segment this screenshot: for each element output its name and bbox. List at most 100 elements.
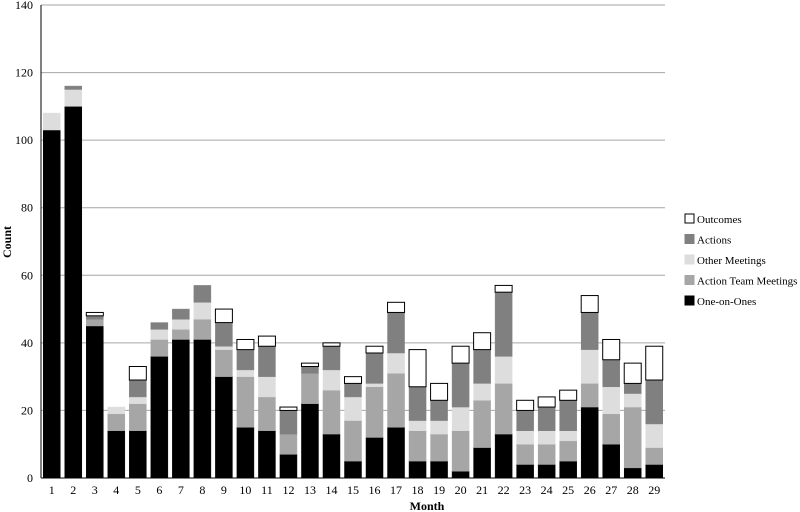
bar-segment: [236, 427, 255, 479]
bar-segment: [258, 345, 276, 377]
bar-segment: [193, 285, 212, 303]
bar-segment: [387, 427, 405, 479]
legend-swatch: [684, 295, 695, 306]
bar-segment: [623, 362, 642, 384]
bar-segment: [408, 386, 427, 421]
bar-segment: [279, 433, 298, 455]
legend-label: Actions: [697, 235, 731, 247]
bar-segment: [473, 400, 491, 448]
bar-segment: [344, 396, 362, 421]
bar-segment: [473, 447, 491, 479]
bar-segment: [473, 349, 491, 384]
y-tick-label: 0: [27, 471, 33, 485]
y-tick-label: 140: [15, 0, 33, 12]
bar-segment: [279, 454, 298, 479]
bar-segment: [408, 430, 427, 462]
bar-segment: [172, 329, 190, 340]
bar-segment: [172, 308, 190, 320]
bar-segment: [580, 295, 599, 313]
bar-segment: [107, 430, 126, 479]
bar-segment: [301, 366, 319, 374]
bar-segment: [559, 400, 577, 431]
legend: Outcomes Actions Other Meetings Action Team…: [684, 213, 797, 308]
bar-segment: [236, 369, 255, 377]
x-tick-label: 22: [498, 483, 510, 497]
bar-segment: [150, 322, 169, 330]
grid-lines: [41, 4, 665, 411]
bar-segment: [387, 312, 405, 354]
bar-segment: [258, 376, 276, 398]
bar-segment: [516, 430, 534, 445]
bar-segment: [301, 403, 319, 479]
bar-segment: [150, 356, 169, 479]
x-tick-label: 13: [304, 483, 316, 497]
legend-label: Outcomes: [697, 214, 742, 226]
x-tick-label: 27: [605, 483, 617, 497]
x-tick-label: 3: [92, 483, 98, 497]
bar-segment: [580, 406, 599, 479]
bar-segment: [451, 406, 470, 431]
bar-segment: [128, 366, 147, 381]
y-tick-label: 40: [21, 336, 33, 350]
y-tick-label: 80: [21, 201, 33, 215]
bar-segment: [602, 386, 620, 415]
bar-segment: [430, 433, 448, 462]
bar-segment: [300, 362, 319, 368]
bar-segment: [64, 89, 83, 107]
bar-segment: [193, 302, 212, 320]
legend-swatch: [684, 254, 695, 265]
bar-segment: [623, 393, 642, 408]
bar-segment: [580, 312, 599, 350]
bar-segment: [387, 352, 405, 374]
bar-segment: [516, 410, 534, 431]
bar-segment: [365, 437, 384, 479]
bar-segment: [214, 308, 233, 324]
bar-segment: [623, 383, 642, 394]
bar-segment: [430, 460, 448, 479]
bar-segment: [602, 338, 621, 361]
bar-segment: [451, 345, 470, 364]
bar-segment: [645, 464, 663, 479]
bar-segment: [645, 345, 664, 381]
y-tick-label: 120: [15, 66, 33, 80]
bar-segment: [494, 284, 513, 293]
bar-segment: [322, 345, 341, 371]
bar-segment: [193, 339, 212, 479]
bar-segment: [387, 373, 405, 428]
bar-segment: [344, 376, 362, 384]
bar-segment: [387, 301, 406, 313]
bar-segment: [602, 359, 620, 388]
bar-segment: [344, 383, 362, 398]
bar-segment: [107, 413, 126, 431]
bar-segment: [279, 410, 298, 435]
bar-segment: [365, 386, 384, 438]
bar-segment: [322, 433, 341, 479]
bar-segment: [537, 464, 556, 479]
bar-segment: [172, 318, 190, 330]
bar-segment: [344, 420, 362, 462]
bar-segment: [43, 112, 61, 131]
y-axis-title: Count: [0, 226, 14, 258]
bar-segment: [537, 406, 556, 431]
bar-segment: [129, 430, 147, 479]
x-tick-label: 1: [49, 483, 55, 497]
bar-segment: [322, 342, 341, 347]
bar-segment: [215, 349, 233, 377]
y-tick-label: 60: [21, 268, 33, 282]
bar-segment: [129, 403, 147, 431]
bars: [43, 85, 664, 479]
legend-label: One-on-Ones: [697, 296, 756, 308]
bar-segment: [85, 311, 104, 317]
x-tick-label: 24: [541, 483, 553, 497]
x-tick-label: 2: [70, 483, 76, 497]
bar-segment: [559, 440, 577, 462]
bar-segment: [430, 382, 449, 401]
bar-segment: [494, 356, 513, 384]
bar-segment: [215, 376, 233, 479]
bar-segment: [408, 349, 427, 388]
bar-segment: [602, 443, 620, 479]
bar-segment: [344, 460, 362, 479]
bar-segment: [451, 470, 470, 479]
bar-segment: [451, 362, 470, 408]
